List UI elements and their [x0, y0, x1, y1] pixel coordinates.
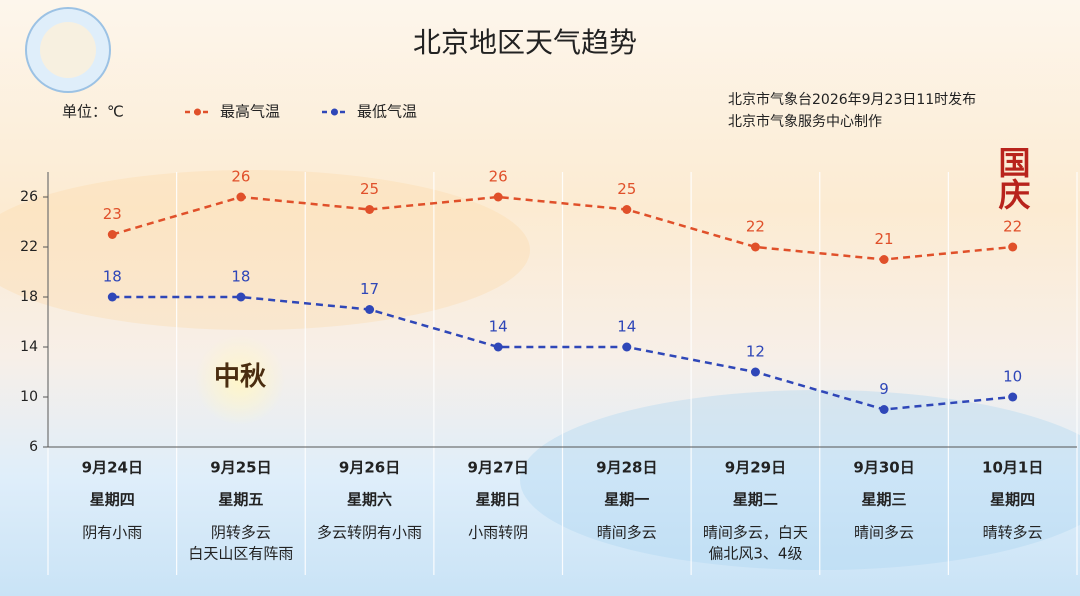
y-tick-label: 14: [20, 339, 38, 355]
point: [365, 205, 375, 214]
weather: 晴间多云: [597, 524, 657, 542]
weather: 晴间多云: [854, 524, 914, 542]
point: [1008, 392, 1018, 402]
series-line: [112, 295, 1013, 411]
data-label: 18: [103, 268, 122, 286]
x-tick-label: 9月24日: [82, 459, 143, 477]
moon: [195, 335, 285, 425]
x-tick-label: 9月25日: [210, 459, 271, 477]
weekday: 星期三: [862, 491, 907, 509]
data-label: 26: [231, 168, 250, 186]
annotation: 中秋: [214, 362, 267, 392]
chart-title: 北京地区天气趋势: [413, 26, 637, 59]
data-label: 23: [103, 205, 122, 223]
source: 北京市气象服务中心制作: [728, 113, 882, 130]
data-label: 10: [1003, 368, 1022, 386]
legend-label: 最高气温: [220, 103, 280, 121]
unit-label: 单位：℃: [62, 103, 124, 121]
weekday: 星期四: [990, 491, 1035, 509]
weather: 多云转阴有小雨: [317, 524, 422, 542]
weather: 晴间多云，白天: [703, 524, 808, 542]
weather: 小雨转阴: [468, 524, 528, 542]
weekday: 星期四: [90, 491, 135, 509]
data-label: 25: [360, 180, 379, 198]
point: [622, 205, 632, 214]
data-label: 9: [879, 380, 889, 398]
x-tick-label: 9月28日: [596, 459, 657, 477]
point: [236, 292, 246, 302]
y-tick-label: 26: [20, 189, 38, 205]
point: [879, 255, 889, 264]
weather: 白天山区有阵雨: [188, 545, 293, 563]
y-tick-label: 22: [20, 239, 38, 255]
data-label: 26: [489, 168, 508, 186]
wash: [520, 390, 1080, 570]
logo-inner: [40, 22, 96, 78]
legend-label: 最低气温: [357, 103, 417, 121]
data-label: 12: [746, 343, 765, 361]
x-tick-label: 9月27日: [468, 459, 529, 477]
point: [879, 405, 889, 414]
weekday: 星期五: [218, 491, 263, 509]
y-tick-label: 18: [20, 289, 38, 305]
legend-marker: [194, 108, 201, 116]
weather: 阴转多云: [211, 524, 271, 542]
point: [107, 230, 117, 239]
data-label: 18: [231, 268, 250, 286]
point: [750, 242, 760, 252]
point: [1008, 242, 1018, 252]
series-line: [111, 195, 1013, 261]
y-tick-label: 6: [29, 439, 38, 455]
weather: 阴有小雨: [82, 524, 142, 542]
data-label: 17: [360, 280, 379, 298]
point: [236, 192, 246, 202]
data-label: 14: [617, 318, 636, 336]
wash: [0, 170, 530, 330]
point: [493, 342, 503, 352]
weather: 偏北风3、4级: [708, 545, 802, 563]
point: [107, 292, 117, 302]
point: [750, 367, 760, 377]
x-tick-label: 9月26日: [339, 459, 400, 477]
weekday: 星期二: [733, 491, 778, 509]
weekday: 星期六: [347, 491, 392, 509]
source: 北京市气象台2026年9月23日11时发布: [728, 91, 976, 108]
x-tick-label: 9月30日: [853, 459, 914, 477]
weekday: 星期一: [604, 491, 649, 509]
data-label: 22: [746, 218, 765, 236]
point: [365, 305, 375, 314]
data-label: 22: [1003, 218, 1022, 236]
point: [493, 192, 503, 202]
legend-marker: [331, 108, 338, 116]
data-label: 14: [489, 318, 508, 336]
data-label: 25: [617, 180, 636, 198]
annotation: 国庆: [994, 146, 1032, 210]
weather: 晴转多云: [983, 524, 1043, 542]
weekday: 星期日: [476, 491, 521, 509]
x-tick-label: 9月29日: [725, 459, 786, 477]
point: [622, 342, 632, 352]
y-tick-label: 10: [20, 389, 38, 405]
x-tick-label: 10月1日: [982, 459, 1043, 477]
data-label: 21: [875, 230, 894, 248]
